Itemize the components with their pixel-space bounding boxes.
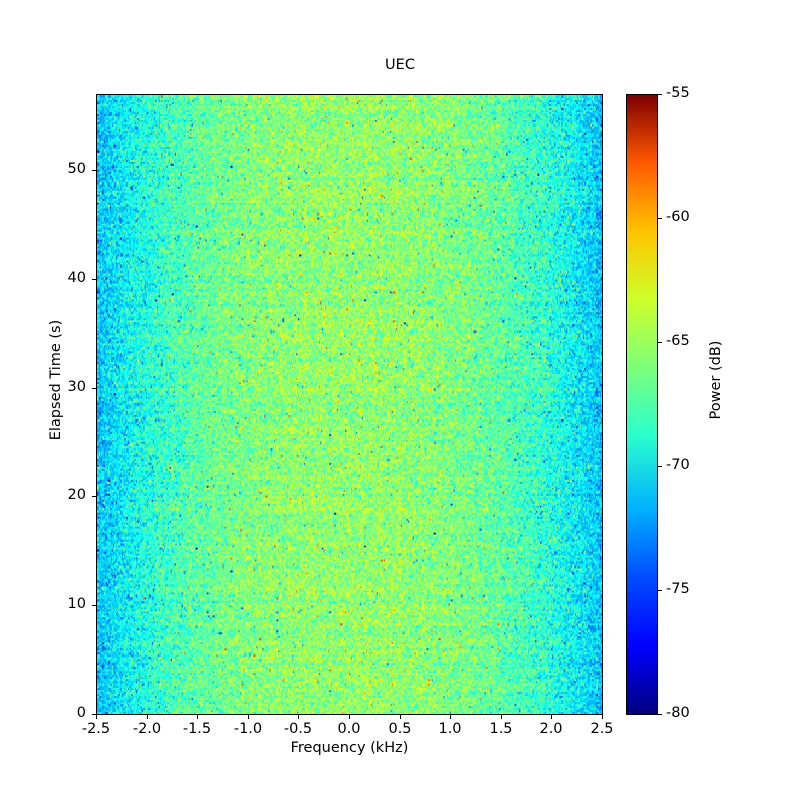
x-axis-tick — [602, 715, 603, 719]
colorbar-tick — [658, 714, 662, 715]
x-axis-tick — [147, 715, 148, 719]
y-axis-tick — [92, 388, 96, 389]
x-axis-tick — [501, 715, 502, 719]
y-axis-tick-label: 40 — [67, 270, 86, 286]
x-axis-tick — [197, 715, 198, 719]
x-axis-tick — [551, 715, 552, 719]
x-axis-tick-label: -1.5 — [182, 721, 212, 737]
y-axis-tick-label: 10 — [67, 596, 86, 612]
colorbar-tick-label: -70 — [666, 457, 690, 473]
y-axis-tick-label: 20 — [67, 487, 86, 503]
colorbar-tick-label: -80 — [666, 705, 690, 721]
x-axis-tick-label: 0.5 — [388, 721, 412, 737]
colorbar-tick-label: -60 — [666, 209, 690, 225]
y-axis-tick — [92, 279, 96, 280]
colorbar-tick-label: -75 — [666, 581, 690, 597]
colorbar-tick — [658, 466, 662, 467]
plot-area — [96, 94, 603, 715]
y-axis-tick-label: 50 — [67, 161, 86, 177]
y-axis-tick-label: 30 — [67, 379, 86, 395]
colorbar-tick — [658, 218, 662, 219]
x-axis-tick-label: -0.5 — [283, 721, 313, 737]
y-axis-tick — [92, 714, 96, 715]
title-station: UEC — [385, 57, 415, 73]
x-axis-tick-label: 1.5 — [489, 721, 513, 737]
x-axis-tick-label: 2.0 — [539, 721, 563, 737]
x-axis-tick-label: 1.0 — [438, 721, 462, 737]
x-axis-tick — [96, 715, 97, 719]
y-axis-tick — [92, 170, 96, 171]
spectrogram-image — [97, 95, 602, 714]
y-axis-tick-label: 0 — [76, 705, 86, 721]
colorbar — [626, 94, 658, 715]
x-axis-tick-label: -1.0 — [233, 721, 263, 737]
x-axis-tick — [349, 715, 350, 719]
x-axis-tick — [400, 715, 401, 719]
x-axis-tick — [450, 715, 451, 719]
colorbar-tick-label: -55 — [666, 85, 690, 101]
x-axis-label: Frequency (kHz) — [290, 740, 409, 756]
colorbar-tick — [658, 342, 662, 343]
colorbar-tick — [658, 590, 662, 591]
x-axis-tick-label: -2.0 — [132, 721, 162, 737]
x-axis-tick-label: 2.5 — [590, 721, 614, 737]
colorbar-tick-label: -65 — [666, 333, 690, 349]
y-axis-tick — [92, 496, 96, 497]
x-axis-tick-label: 0.0 — [337, 721, 361, 737]
x-axis-tick — [298, 715, 299, 719]
x-axis-tick — [248, 715, 249, 719]
y-axis-tick — [92, 605, 96, 606]
colorbar-tick — [658, 94, 662, 95]
x-axis-tick-label: -2.5 — [81, 721, 111, 737]
colorbar-label: Power (dB) — [708, 340, 724, 420]
